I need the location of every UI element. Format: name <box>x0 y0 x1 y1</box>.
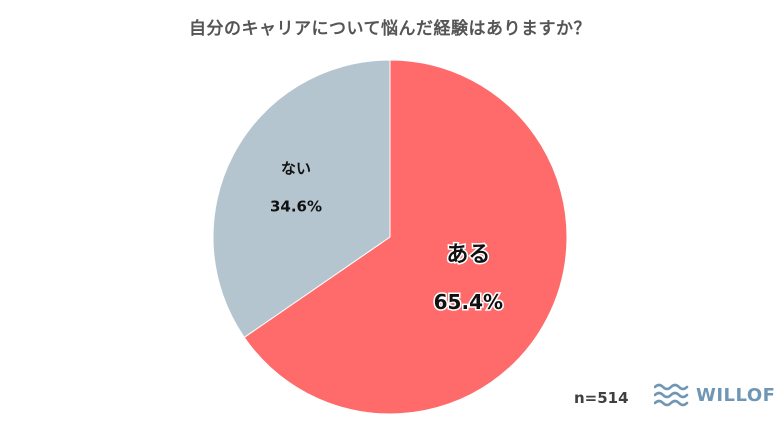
pie-slices <box>212 59 568 415</box>
sample-size: n=514 <box>574 389 629 407</box>
pie-slice-aru <box>243 59 568 415</box>
chart-title: 自分のキャリアについて悩んだ経験はありますか？ <box>189 19 591 39</box>
logo-text: WILLOF <box>696 384 776 406</box>
slice-label-0: ある <box>446 242 490 267</box>
slice-value-1: 34.6% <box>270 198 322 216</box>
pie-labels: ある 65.4% ない 34.6% <box>270 160 505 316</box>
slice-label-1: ない <box>281 160 311 178</box>
slice-value-0: 65.4% <box>434 290 503 314</box>
willof-logo: WILLOF <box>654 380 775 410</box>
pie-slice-nai <box>212 59 391 339</box>
wave-icon <box>654 383 689 407</box>
